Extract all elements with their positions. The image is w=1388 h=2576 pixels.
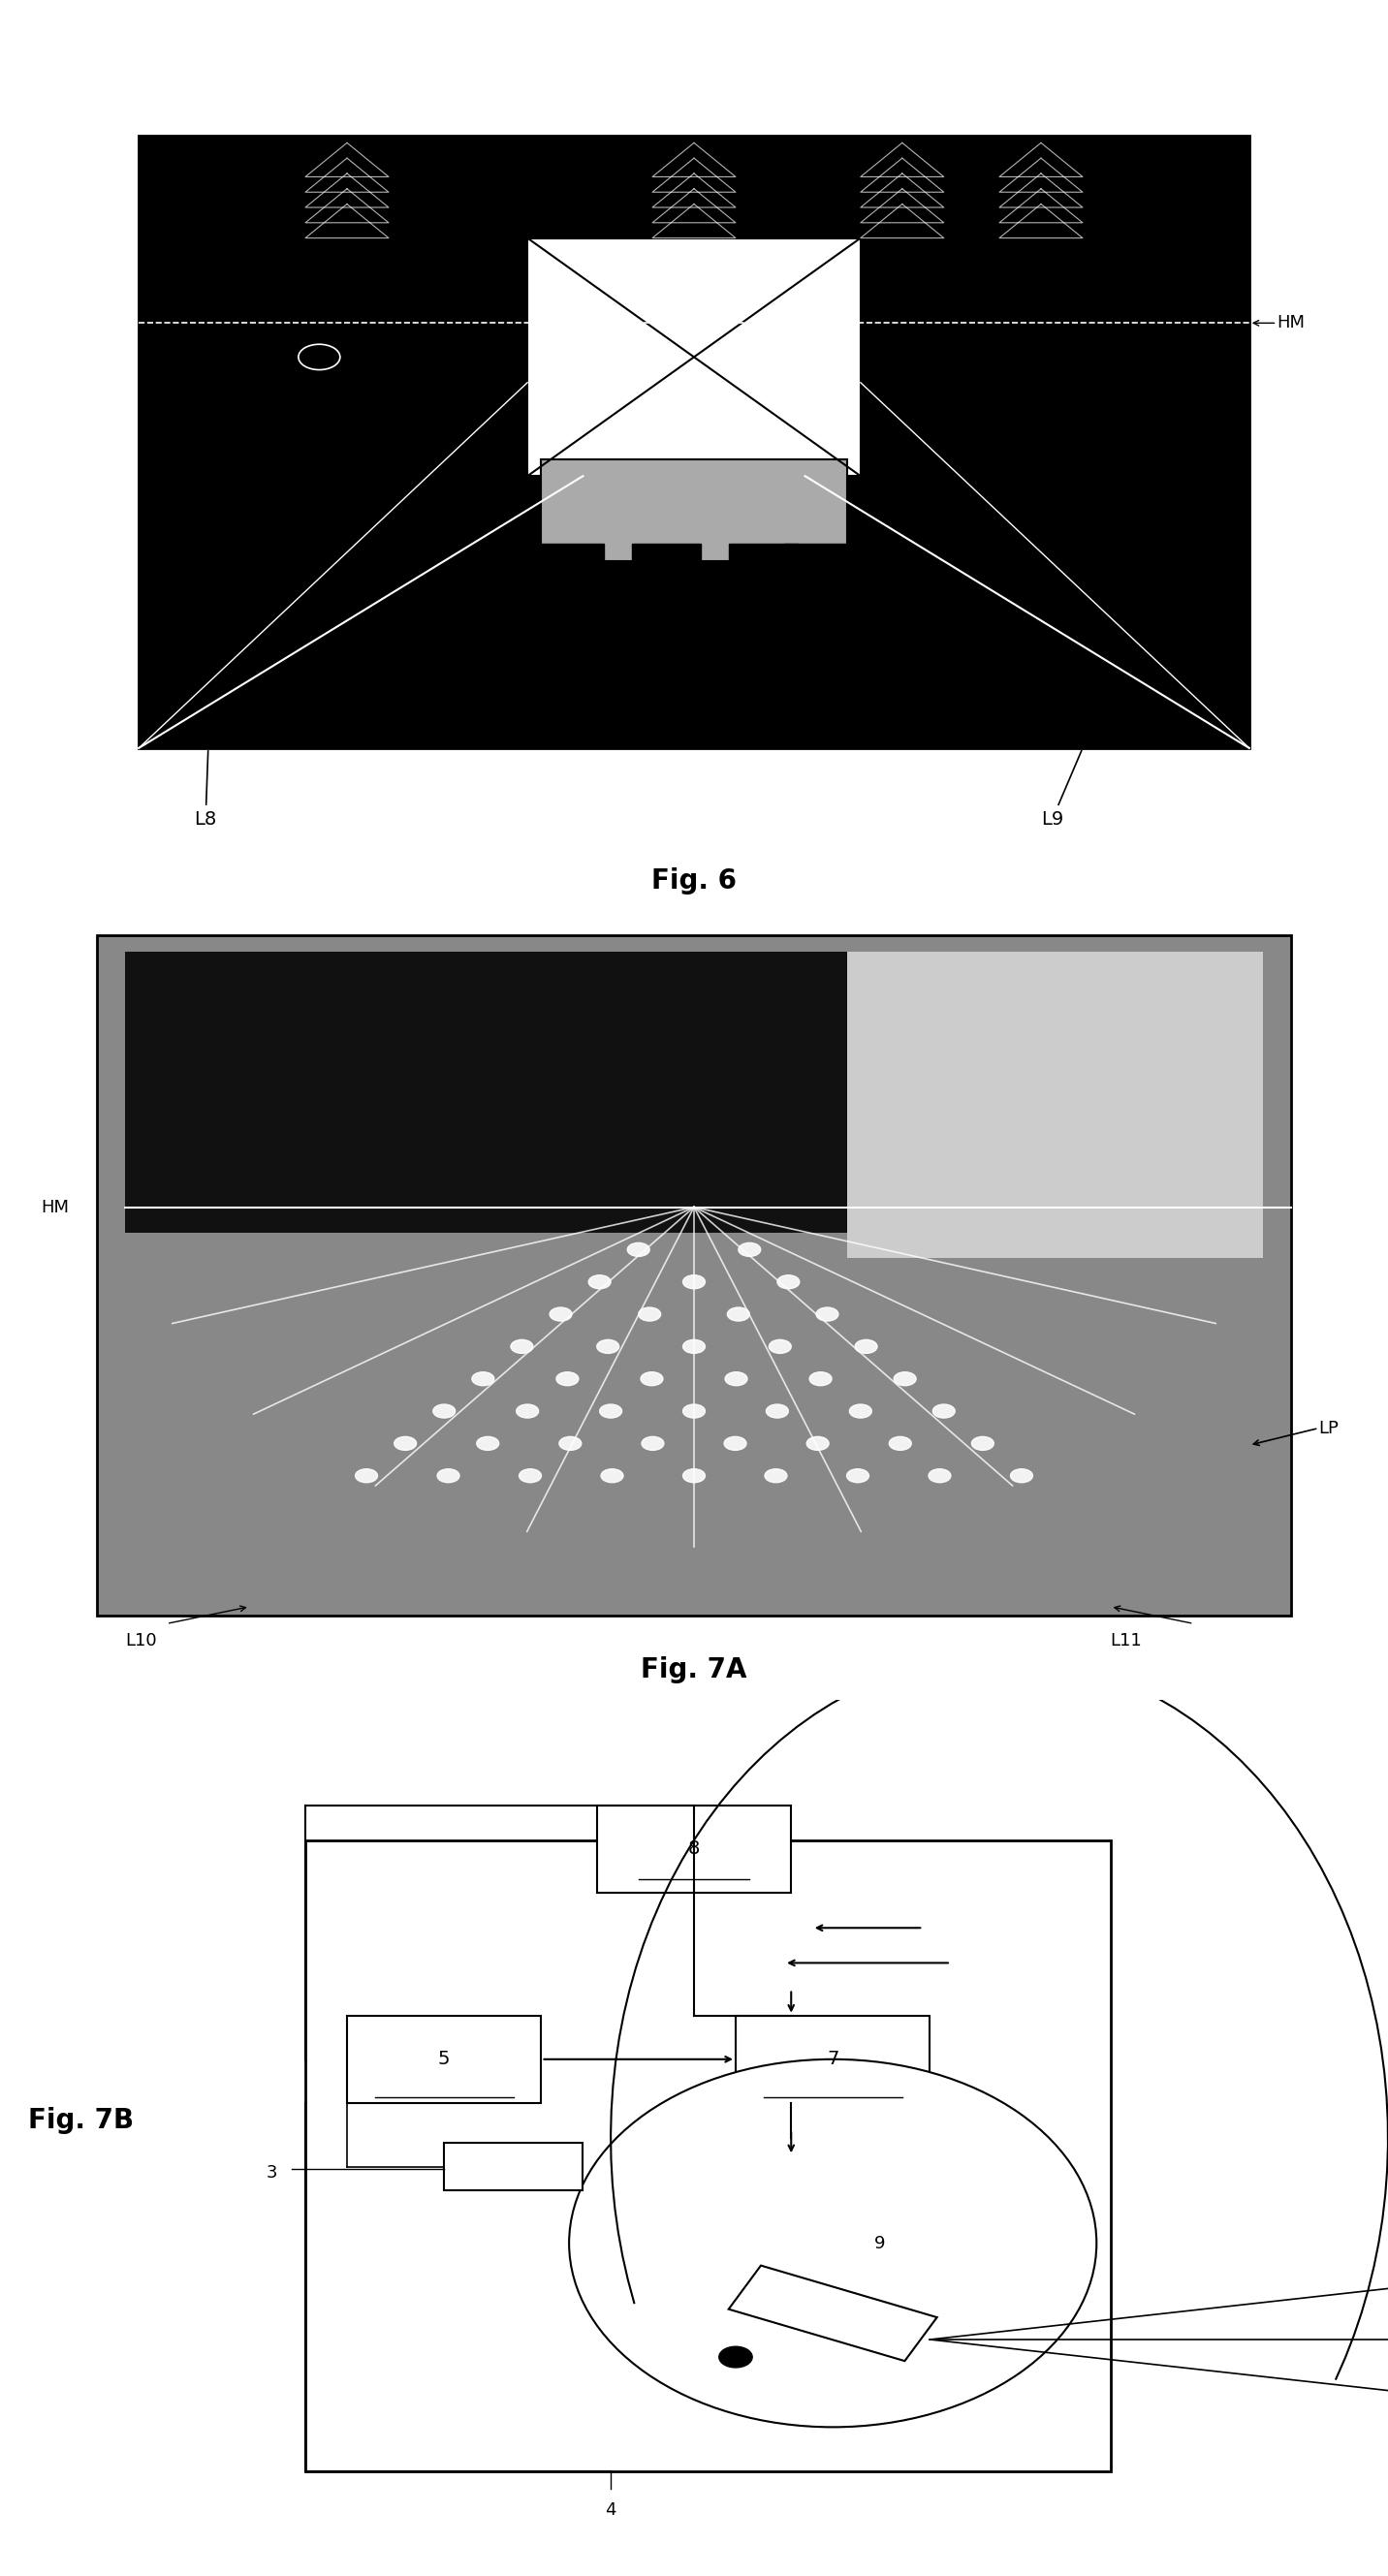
- Circle shape: [641, 1437, 663, 1450]
- FancyBboxPatch shape: [736, 2014, 930, 2102]
- Circle shape: [437, 1468, 459, 1484]
- Text: Fig. 6: Fig. 6: [651, 868, 737, 894]
- Circle shape: [894, 1373, 916, 1386]
- Circle shape: [638, 1309, 661, 1321]
- Circle shape: [769, 1340, 791, 1352]
- Circle shape: [972, 1437, 994, 1450]
- FancyBboxPatch shape: [347, 2014, 541, 2102]
- Circle shape: [777, 1275, 799, 1288]
- Text: 9: 9: [874, 2233, 886, 2251]
- Circle shape: [550, 1309, 572, 1321]
- Circle shape: [809, 1373, 831, 1386]
- Circle shape: [627, 1242, 650, 1257]
- FancyBboxPatch shape: [632, 544, 701, 595]
- Text: LP: LP: [1319, 1419, 1339, 1437]
- FancyBboxPatch shape: [847, 953, 1263, 1257]
- Circle shape: [890, 1437, 912, 1450]
- Text: 4: 4: [605, 2501, 616, 2519]
- FancyBboxPatch shape: [139, 137, 1249, 747]
- Circle shape: [855, 1340, 877, 1352]
- FancyBboxPatch shape: [527, 237, 861, 477]
- Circle shape: [511, 1340, 533, 1352]
- Circle shape: [683, 1340, 705, 1352]
- Text: HM: HM: [1277, 314, 1305, 332]
- Text: 5: 5: [439, 2050, 450, 2069]
- Circle shape: [765, 1468, 787, 1484]
- Circle shape: [600, 1404, 622, 1417]
- Circle shape: [355, 1468, 378, 1484]
- Circle shape: [559, 1437, 582, 1450]
- Circle shape: [725, 1437, 747, 1450]
- Bar: [729, 2264, 937, 2362]
- Circle shape: [816, 1309, 838, 1321]
- Text: L9: L9: [1041, 750, 1081, 829]
- Circle shape: [683, 1275, 705, 1288]
- FancyBboxPatch shape: [125, 953, 847, 1231]
- Circle shape: [738, 1242, 761, 1257]
- Circle shape: [766, 1404, 788, 1417]
- Circle shape: [847, 1468, 869, 1484]
- Circle shape: [806, 1437, 829, 1450]
- Circle shape: [727, 1309, 750, 1321]
- Ellipse shape: [569, 2058, 1097, 2427]
- Circle shape: [725, 1373, 747, 1386]
- Text: Fig. 7A: Fig. 7A: [641, 1656, 747, 1682]
- Circle shape: [519, 1468, 541, 1484]
- Circle shape: [557, 1373, 579, 1386]
- Circle shape: [433, 1404, 455, 1417]
- Circle shape: [683, 1468, 705, 1484]
- Text: L10: L10: [125, 1633, 157, 1649]
- Text: 3: 3: [266, 2164, 278, 2182]
- Circle shape: [1010, 1468, 1033, 1484]
- FancyBboxPatch shape: [597, 1806, 791, 1893]
- Circle shape: [929, 1468, 951, 1484]
- Circle shape: [597, 1340, 619, 1352]
- FancyBboxPatch shape: [534, 544, 604, 595]
- Circle shape: [394, 1437, 416, 1450]
- FancyBboxPatch shape: [541, 459, 847, 562]
- Text: HM: HM: [42, 1198, 69, 1216]
- Text: Fig. 7B: Fig. 7B: [28, 2107, 133, 2133]
- Circle shape: [516, 1404, 539, 1417]
- FancyBboxPatch shape: [97, 935, 1291, 1615]
- Circle shape: [601, 1468, 623, 1484]
- Circle shape: [476, 1437, 498, 1450]
- Text: 8: 8: [688, 1839, 700, 1857]
- Text: 7: 7: [827, 2050, 838, 2069]
- FancyBboxPatch shape: [444, 2143, 583, 2190]
- FancyBboxPatch shape: [729, 544, 798, 595]
- Circle shape: [849, 1404, 872, 1417]
- Circle shape: [683, 1404, 705, 1417]
- Circle shape: [933, 1404, 955, 1417]
- Text: L11: L11: [1110, 1633, 1142, 1649]
- Circle shape: [589, 1275, 611, 1288]
- Text: L8: L8: [194, 750, 217, 829]
- FancyBboxPatch shape: [784, 544, 854, 595]
- Circle shape: [641, 1373, 663, 1386]
- Circle shape: [719, 2347, 752, 2367]
- Circle shape: [472, 1373, 494, 1386]
